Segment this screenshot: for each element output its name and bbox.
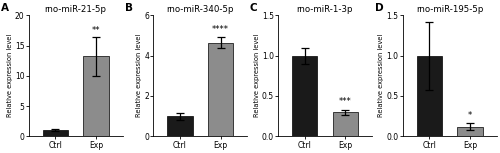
Bar	[168, 116, 192, 136]
Text: ****: ****	[212, 25, 229, 34]
Text: *: *	[468, 111, 472, 120]
Y-axis label: Relative expression level: Relative expression level	[136, 34, 142, 118]
Bar	[458, 127, 482, 136]
Title: rno-miR-1-3p: rno-miR-1-3p	[296, 5, 353, 14]
Y-axis label: Relative expression level: Relative expression level	[378, 34, 384, 118]
Bar	[416, 56, 442, 136]
Y-axis label: Relative expression level: Relative expression level	[254, 34, 260, 118]
Text: C: C	[250, 3, 258, 13]
Bar	[292, 56, 317, 136]
Text: B: B	[125, 3, 133, 13]
Text: D: D	[374, 3, 383, 13]
Text: A: A	[0, 3, 8, 13]
Title: rno-miR-340-5p: rno-miR-340-5p	[166, 5, 234, 14]
Title: rno-miR-195-5p: rno-miR-195-5p	[416, 5, 484, 14]
Bar	[42, 130, 68, 136]
Title: rno-miR-21-5p: rno-miR-21-5p	[44, 5, 106, 14]
Text: ***: ***	[339, 97, 351, 106]
Bar	[208, 43, 234, 136]
Bar	[332, 112, 358, 136]
Bar	[84, 56, 108, 136]
Text: **: **	[92, 26, 100, 35]
Y-axis label: Relative expression level: Relative expression level	[7, 34, 13, 118]
